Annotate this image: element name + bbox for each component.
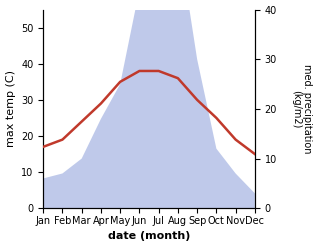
Y-axis label: max temp (C): max temp (C) [5, 70, 16, 147]
Y-axis label: med. precipitation
(kg/m2): med. precipitation (kg/m2) [291, 64, 313, 154]
X-axis label: date (month): date (month) [108, 231, 190, 242]
